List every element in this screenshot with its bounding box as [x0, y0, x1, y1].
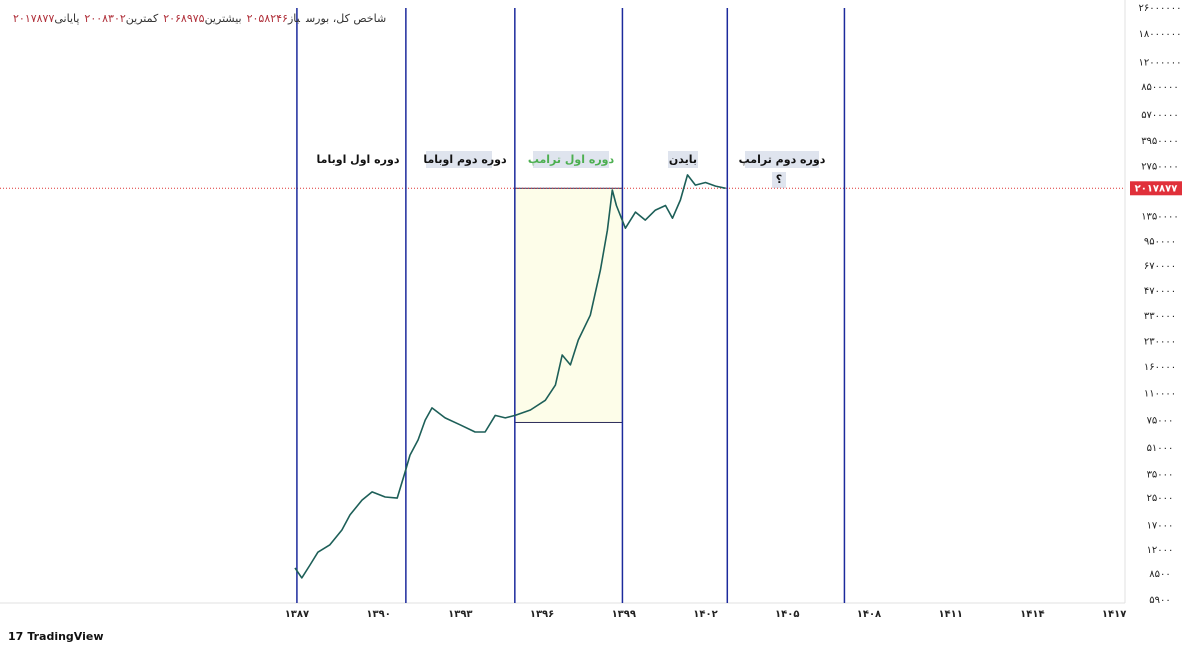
y-tick-label: ۵۹۰۰: [1149, 595, 1170, 606]
y-tick-label: ۸۵۰۰: [1149, 569, 1170, 580]
period-annotation: دوره دوم اوباما: [423, 153, 507, 166]
annotation-box: [668, 151, 698, 168]
annotation-box: [772, 172, 786, 188]
y-tick-label: ۵۱۰۰۰: [1147, 443, 1174, 454]
ohlc-value: ۲۰۶۸۹۷۵: [163, 12, 205, 25]
last-price-label: ۲۰۱۷۸۷۷: [1135, 183, 1178, 194]
y-tick-label: ۳۵۰۰۰: [1147, 469, 1174, 480]
y-tick-label: ۱۲۰۰۰۰۰۰: [1139, 57, 1182, 68]
period-annotation: بایدن: [669, 153, 697, 166]
x-tick-label: ۱۴۱۴: [1020, 609, 1044, 620]
period-annotation: دوره دوم ترامپ: [739, 153, 826, 166]
x-tick-label: ۱۴۰۸: [857, 609, 881, 620]
period-annotation: دوره اول اوباما: [317, 153, 400, 166]
ohlc-value: ۲۰۱۷۸۷۷: [13, 12, 55, 25]
y-tick-label: ۶۷۰۰۰۰: [1144, 261, 1176, 272]
legend-header: شاخص کل، بورس باز۲۰۵۸۲۴۶ بیشترین۲۰۶۸۹۷۵ کمت…: [8, 12, 386, 25]
x-tick-label: ۱۳۹۳: [448, 609, 472, 620]
y-tick-label: ۱۶۰۰۰۰: [1144, 362, 1176, 373]
ohlc-value: ۲۰۰۸۳۰۲: [84, 12, 126, 25]
brand-logo: 17: [8, 630, 24, 643]
x-tick-label: ۱۳۸۷: [285, 609, 309, 620]
x-tick-label: ۱۳۹۰: [366, 609, 390, 620]
y-tick-label: ۹۵۰۰۰۰: [1144, 236, 1176, 247]
y-tick-label: ۳۳۰۰۰۰: [1144, 311, 1176, 322]
period-annotation: ؟: [776, 173, 782, 186]
ohlc-label: پایانی: [54, 12, 80, 25]
brand-text: TradingView: [27, 630, 104, 643]
ohlc-label: باز: [287, 12, 300, 25]
x-tick-label: ۱۴۰۲: [693, 609, 717, 620]
x-tick-label: ۱۴۱۷: [1102, 609, 1126, 620]
y-tick-label: ۵۷۰۰۰۰۰: [1141, 110, 1179, 121]
y-tick-label: ۱۷۰۰۰: [1147, 520, 1174, 531]
ohlc-label: کمترین: [125, 12, 159, 25]
x-tick-label: ۱۳۹۹: [612, 609, 636, 620]
y-tick-label: ۳۹۵۰۰۰۰: [1141, 136, 1179, 147]
x-tick-label: ۱۳۹۶: [530, 609, 554, 620]
annotation-box: [533, 151, 609, 168]
index-line: [294, 174, 726, 579]
annotation-box: [426, 151, 492, 168]
y-tick-label: ۱۸۰۰۰۰۰۰: [1139, 29, 1182, 40]
ohlc-label: بیشترین: [204, 12, 242, 25]
y-tick-label: ۴۷۰۰۰۰: [1144, 286, 1176, 297]
highlight-box: [514, 187, 623, 423]
y-tick-label: ۲۶۰۰۰۰۰۰: [1139, 3, 1182, 14]
y-tick-label: ۲۵۰۰۰: [1147, 493, 1174, 504]
period-annotation: دوره اول ترامپ: [528, 153, 615, 166]
y-tick-label: ۱۳۵۰۰۰۰: [1141, 212, 1179, 223]
y-tick-label: ۲۳۰۰۰۰: [1144, 337, 1176, 348]
x-tick-label: ۱۴۱۱: [938, 609, 962, 620]
ohlc-value: ۲۰۵۸۲۴۶: [246, 12, 288, 25]
x-tick-label: ۱۴۰۵: [775, 609, 799, 620]
brand: 17 TradingView: [8, 630, 104, 643]
y-tick-label: ۱۲۰۰۰: [1147, 545, 1174, 556]
y-tick-label: ۸۵۰۰۰۰۰: [1141, 82, 1179, 93]
symbol-title: شاخص کل، بورس: [305, 12, 387, 25]
y-tick-label: ۲۷۵۰۰۰۰: [1141, 161, 1179, 172]
y-tick-label: ۷۵۰۰۰: [1147, 416, 1174, 427]
last-price-box: [1130, 181, 1182, 196]
annotation-box: [745, 151, 819, 168]
y-tick-label: ۱۱۰۰۰۰: [1144, 389, 1176, 400]
